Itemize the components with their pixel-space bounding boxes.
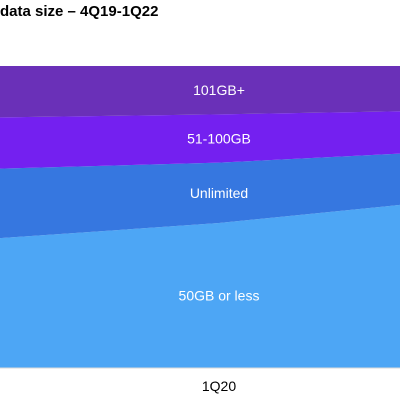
- area-series-2: [0, 111, 400, 169]
- chart-title: data size – 4Q19-1Q22: [0, 3, 159, 20]
- series-label-0: 50GB or less: [179, 288, 260, 304]
- area-series-1: [0, 153, 400, 239]
- series-label-group: 50GB or less Unlimited 51-100GB 101GB+: [179, 82, 260, 303]
- area-series-0: [0, 204, 400, 368]
- area-series-3: [0, 66, 400, 118]
- x-tick-label: 1Q20: [202, 378, 236, 394]
- series-label-3: 101GB+: [193, 82, 245, 98]
- series-label-2: 51-100GB: [187, 130, 251, 146]
- series-label-1: Unlimited: [190, 185, 248, 201]
- area-series-group: [0, 66, 400, 368]
